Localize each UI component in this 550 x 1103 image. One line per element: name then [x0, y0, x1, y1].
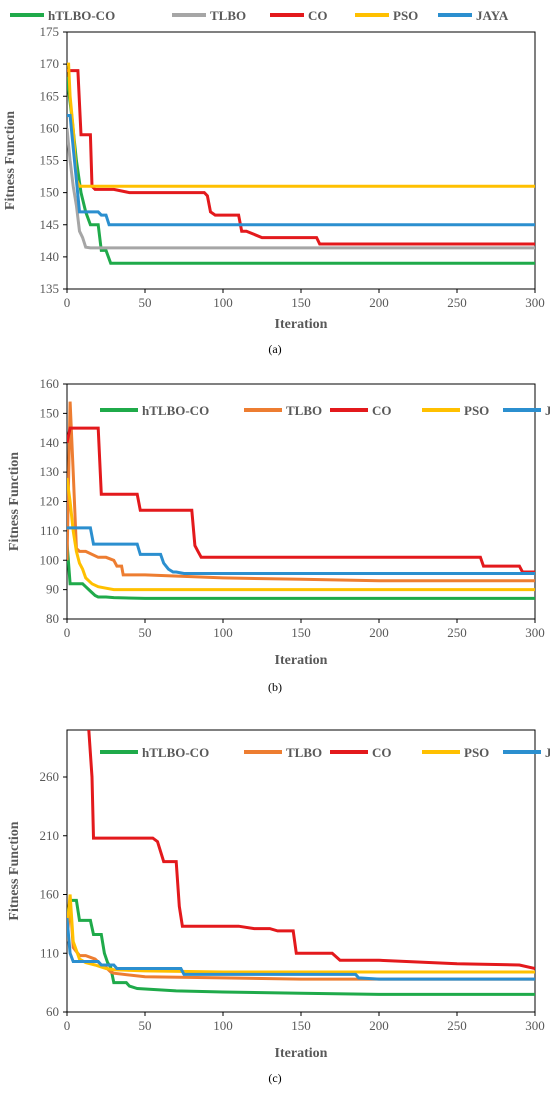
x-tick-label: 0: [64, 295, 71, 310]
legend-label-co: CO: [308, 8, 328, 23]
x-tick-label: 0: [64, 1018, 71, 1033]
legend-label-jaya: JAYA: [545, 745, 550, 760]
series-line-htlbo-co: [67, 542, 535, 600]
legend-label-pso: PSO: [464, 403, 489, 418]
x-tick-label: 0: [64, 625, 71, 640]
y-tick-label: 90: [46, 582, 59, 597]
y-tick-label: 165: [40, 88, 60, 103]
y-tick-label: 160: [40, 376, 60, 391]
chart-panel-c: 60 110 160 210 260 0 50 100 150 200 250 300 Iteratio…: [7, 729, 550, 1085]
x-axis-label: Iteration: [275, 653, 328, 668]
legend-label-htlbo-co: hTLBO-CO: [142, 403, 209, 418]
y-tick-label: 80: [46, 611, 59, 626]
y-tick-label: 150: [40, 185, 60, 200]
y-tick-label: 110: [40, 945, 59, 960]
x-tick-label: 100: [213, 295, 233, 310]
y-tick-label: 170: [40, 56, 60, 71]
series-line-tlbo: [67, 128, 535, 250]
chart-panel-a: 135 140 145 150 155 160 165 170 175 0 50 100 150 200 2…: [3, 8, 545, 356]
panel-caption: (a): [268, 342, 281, 356]
x-tick-label: 50: [139, 625, 152, 640]
x-tick-label: 150: [291, 295, 311, 310]
legend-label-tlbo: TLBO: [286, 745, 322, 760]
series-line-jaya: [67, 526, 535, 575]
x-tick-label: 250: [447, 1018, 467, 1033]
y-tick-label: 210: [40, 828, 60, 843]
y-tick-label: 160: [40, 887, 60, 902]
x-tick-label: 250: [447, 295, 467, 310]
x-tick-label: 300: [525, 625, 545, 640]
x-tick-label: 150: [291, 1018, 311, 1033]
series-line-co: [67, 69, 535, 246]
legend-label-pso: PSO: [393, 8, 418, 23]
y-tick-label: 130: [40, 464, 60, 479]
y-tick-label: 260: [40, 769, 60, 784]
x-tick-label: 200: [369, 295, 389, 310]
x-tick-label: 300: [525, 295, 545, 310]
x-tick-label: 100: [213, 1018, 233, 1033]
y-tick-label: 160: [40, 120, 60, 135]
y-tick-label: 140: [40, 249, 60, 264]
y-tick-label: 150: [40, 405, 60, 420]
y-tick-label: 140: [40, 435, 60, 450]
legend-label-co: CO: [372, 745, 392, 760]
panel-caption: (c): [268, 1071, 281, 1085]
y-axis-label: Fitness Function: [7, 452, 22, 551]
legend-label-htlbo-co: hTLBO-CO: [142, 745, 209, 760]
y-tick-label: 135: [40, 281, 60, 296]
series-line-co: [87, 730, 535, 970]
series-line-htlbo-co: [67, 76, 535, 265]
y-tick-label: 175: [40, 24, 60, 39]
series-line-co: [67, 426, 535, 574]
y-tick-label: 155: [40, 153, 60, 168]
x-tick-label: 50: [139, 295, 152, 310]
chart-panel-b: 80 90 100 110 120 130 140 150 160 0 50 100 150 200 250…: [7, 376, 550, 694]
series-line-jaya: [67, 917, 535, 981]
panel-caption: (b): [268, 680, 282, 694]
legend-label-tlbo: TLBO: [286, 403, 322, 418]
x-tick-label: 150: [291, 625, 311, 640]
plot-frame: [66, 31, 536, 290]
legend-label-htlbo-co: hTLBO-CO: [48, 8, 115, 23]
x-tick-label: 200: [369, 1018, 389, 1033]
y-axis-label: Fitness Function: [7, 821, 22, 920]
x-tick-label: 50: [139, 1018, 152, 1033]
legend-label-jaya: JAYA: [476, 8, 509, 23]
x-tick-label: 200: [369, 625, 389, 640]
x-tick-label: 250: [447, 625, 467, 640]
y-tick-label: 60: [46, 1004, 59, 1019]
legend-label-co: CO: [372, 403, 392, 418]
series-line-htlbo-co: [67, 898, 535, 996]
legend-label-tlbo: TLBO: [210, 8, 246, 23]
y-tick-label: 100: [40, 552, 60, 567]
y-tick-label: 145: [40, 217, 60, 232]
series-line-jaya: [67, 114, 535, 227]
y-tick-label: 110: [40, 523, 59, 538]
x-tick-label: 300: [525, 1018, 545, 1033]
series-line-pso: [67, 62, 535, 188]
legend-label-pso: PSO: [464, 745, 489, 760]
y-tick-label: 120: [40, 494, 60, 509]
series-line-tlbo: [67, 401, 535, 583]
x-axis-label: Iteration: [275, 317, 328, 332]
x-axis-label: Iteration: [275, 1046, 328, 1061]
series-line-pso: [67, 894, 535, 974]
x-tick-label: 100: [213, 625, 233, 640]
series-line-pso: [67, 477, 535, 592]
legend-label-jaya: JAYA: [545, 403, 550, 418]
y-axis-label: Fitness Function: [3, 111, 18, 210]
